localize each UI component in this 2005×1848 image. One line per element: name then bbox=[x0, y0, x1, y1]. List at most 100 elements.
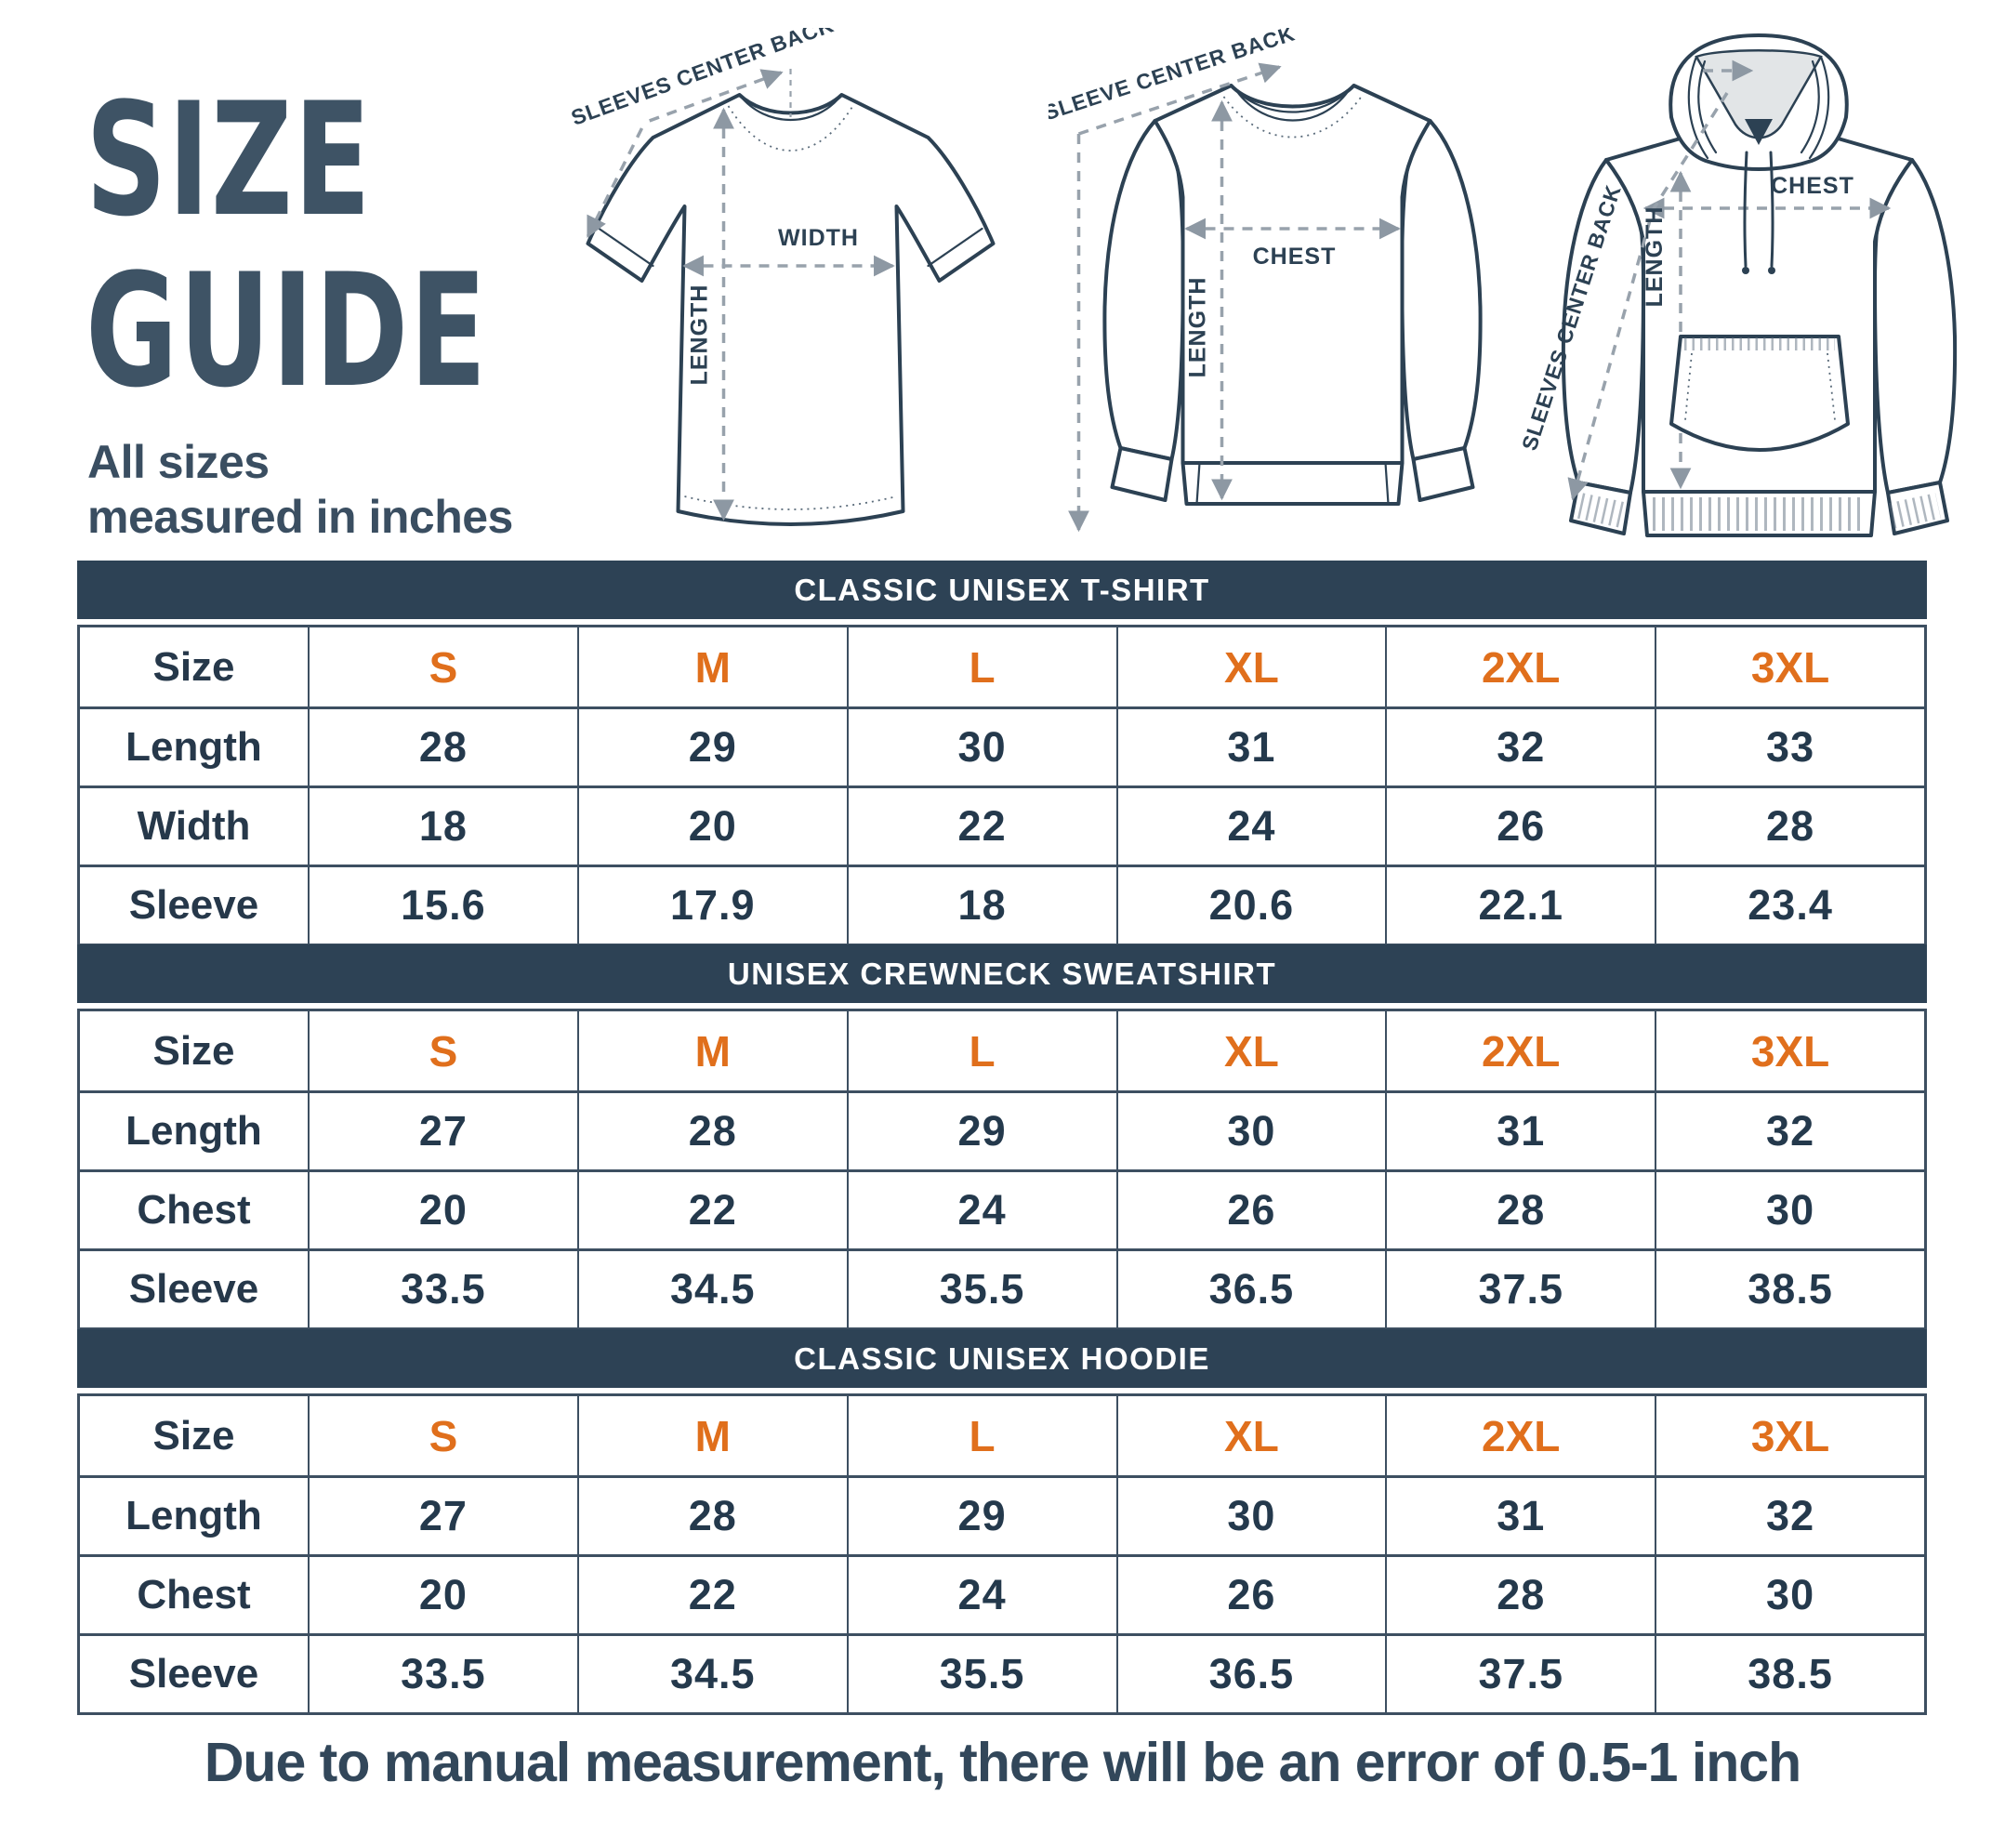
size-cell: 2XL bbox=[1385, 1011, 1655, 1090]
table-title: CLASSIC UNISEX HOODIE bbox=[77, 1329, 1927, 1388]
size-cell: 2XL bbox=[1385, 627, 1655, 706]
hoodie-sleeve-measure-lines bbox=[1567, 59, 1754, 501]
value-cell: 34.5 bbox=[576, 1251, 847, 1327]
value-cell: 36.5 bbox=[1115, 1251, 1386, 1327]
row-label: Length bbox=[125, 1493, 262, 1538]
value-cell: 36.5 bbox=[1115, 1636, 1386, 1712]
table-row-sleeve: Sleeve 33.5 34.5 35.5 36.5 37.5 38.5 bbox=[80, 1633, 1924, 1712]
table-grid: Size S M L XL 2XL 3XL Length 27 28 29 30… bbox=[77, 1393, 1927, 1715]
value-cell: 29 bbox=[576, 709, 847, 785]
row-label: Size bbox=[152, 643, 235, 690]
value-cell: 28 bbox=[1385, 1557, 1655, 1633]
row-label: Size bbox=[152, 1412, 235, 1459]
size-cell: M bbox=[576, 627, 847, 706]
value-cell: 15.6 bbox=[308, 867, 577, 944]
table-row-sleeve: Sleeve 15.6 17.9 18 20.6 22.1 23.4 bbox=[80, 865, 1924, 944]
value-cell: 33.5 bbox=[308, 1636, 577, 1712]
size-cell: 2XL bbox=[1385, 1396, 1655, 1475]
table-row-sleeve: Sleeve 33.5 34.5 35.5 36.5 37.5 38.5 bbox=[80, 1248, 1924, 1327]
size-cell: L bbox=[846, 1396, 1116, 1475]
subtitle-line2: measured in inches bbox=[87, 491, 513, 543]
value-cell: 31 bbox=[1385, 1093, 1655, 1169]
value-cell: 35.5 bbox=[846, 1636, 1116, 1712]
value-cell: 30 bbox=[1655, 1172, 1924, 1248]
table-row-sizes: Size S M L XL 2XL 3XL bbox=[80, 1011, 1924, 1090]
table-row-sizes: Size S M L XL 2XL 3XL bbox=[80, 627, 1924, 706]
value-cell: 17.9 bbox=[576, 867, 847, 944]
table-row-sizes: Size S M L XL 2XL 3XL bbox=[80, 1396, 1924, 1475]
value-cell: 26 bbox=[1115, 1557, 1386, 1633]
value-cell: 31 bbox=[1385, 1478, 1655, 1554]
sweatshirt-chest-label: CHEST bbox=[1253, 244, 1337, 270]
row-label: Chest bbox=[137, 1187, 251, 1233]
value-cell: 28 bbox=[576, 1478, 847, 1554]
size-cell: L bbox=[846, 1011, 1116, 1090]
tshirt-length-label: LENGTH bbox=[687, 284, 713, 386]
value-cell: 26 bbox=[1385, 788, 1655, 865]
value-cell: 22 bbox=[576, 1557, 847, 1633]
value-cell: 35.5 bbox=[846, 1251, 1116, 1327]
value-cell: 32 bbox=[1385, 709, 1655, 785]
value-cell: 28 bbox=[1655, 788, 1924, 865]
tshirt-measure-lines bbox=[586, 69, 895, 521]
size-cell: S bbox=[308, 1011, 577, 1090]
hoodie-hem-and-cuffs bbox=[1576, 490, 1942, 537]
value-cell: 28 bbox=[1385, 1172, 1655, 1248]
size-cell: S bbox=[308, 627, 577, 706]
row-label: Sleeve bbox=[128, 1266, 259, 1312]
page-subtitle: All sizes measured in inches bbox=[87, 435, 513, 545]
page-title-line2: GUIDE bbox=[86, 240, 488, 422]
table-grid: Size S M L XL 2XL 3XL Length 28 29 30 31… bbox=[77, 625, 1927, 946]
value-cell: 30 bbox=[1115, 1093, 1386, 1169]
hoodie-chest-label: CHEST bbox=[1771, 173, 1854, 199]
value-cell: 18 bbox=[308, 788, 577, 865]
size-cell: S bbox=[308, 1396, 577, 1475]
sweatshirt-outline bbox=[1102, 84, 1483, 506]
value-cell: 22.1 bbox=[1385, 867, 1655, 944]
value-cell: 31 bbox=[1115, 709, 1386, 785]
value-cell: 33.5 bbox=[308, 1251, 577, 1327]
value-cell: 24 bbox=[846, 1172, 1116, 1248]
size-cell: XL bbox=[1115, 1396, 1386, 1475]
value-cell: 27 bbox=[308, 1093, 577, 1169]
table-row-width: Width 18 20 22 24 26 28 bbox=[80, 785, 1924, 865]
value-cell: 20 bbox=[576, 788, 847, 865]
row-label: Size bbox=[152, 1027, 235, 1074]
value-cell: 33 bbox=[1655, 709, 1924, 785]
page-title-line1: SIZE bbox=[86, 69, 373, 251]
table-row-length: Length 28 29 30 31 32 33 bbox=[80, 706, 1924, 785]
sweatshirt-measure-lines bbox=[1068, 62, 1401, 533]
size-cell: 3XL bbox=[1655, 1396, 1924, 1475]
size-cell: M bbox=[576, 1011, 847, 1090]
size-cell: 3XL bbox=[1655, 627, 1924, 706]
value-cell: 22 bbox=[846, 788, 1116, 865]
table-grid: Size S M L XL 2XL 3XL Length 27 28 29 30… bbox=[77, 1009, 1927, 1330]
hoodie-size-table: CLASSIC UNISEX HOODIE Size S M L XL 2XL … bbox=[77, 1329, 1927, 1715]
tshirt-width-label: WIDTH bbox=[778, 225, 859, 251]
value-cell: 34.5 bbox=[576, 1636, 847, 1712]
value-cell: 26 bbox=[1115, 1172, 1386, 1248]
sweatshirt-length-label: LENGTH bbox=[1185, 277, 1211, 378]
value-cell: 37.5 bbox=[1385, 1636, 1655, 1712]
table-row-chest: Chest 20 22 24 26 28 30 bbox=[80, 1554, 1924, 1633]
tshirt-illustration: SLEEVES CENTER BACK WIDTH LENGTH bbox=[568, 28, 996, 526]
value-cell: 29 bbox=[846, 1478, 1116, 1554]
value-cell: 22 bbox=[576, 1172, 847, 1248]
value-cell: 38.5 bbox=[1655, 1636, 1924, 1712]
size-cell: 3XL bbox=[1655, 1011, 1924, 1090]
value-cell: 32 bbox=[1655, 1093, 1924, 1169]
value-cell: 32 bbox=[1655, 1478, 1924, 1554]
size-cell: XL bbox=[1115, 1011, 1386, 1090]
measurement-disclaimer: Due to manual measurement, there will be… bbox=[204, 1732, 1801, 1793]
value-cell: 30 bbox=[1655, 1557, 1924, 1633]
row-label: Width bbox=[137, 803, 251, 849]
value-cell: 27 bbox=[308, 1478, 577, 1554]
value-cell: 20 bbox=[308, 1172, 577, 1248]
table-title: CLASSIC UNISEX T-SHIRT bbox=[77, 561, 1927, 619]
sweatshirt-size-table: UNISEX CREWNECK SWEATSHIRT Size S M L XL… bbox=[77, 944, 1927, 1330]
hoodie-illustration: SLEEVES CENTER BACK CHEST LENGTH bbox=[1517, 33, 1958, 537]
table-row-length: Length 27 28 29 30 31 32 bbox=[80, 1475, 1924, 1554]
value-cell: 20.6 bbox=[1115, 867, 1386, 944]
value-cell: 23.4 bbox=[1655, 867, 1924, 944]
sweatshirt-illustration: SLEEVE CENTER BACK CHEST LENGTH bbox=[1049, 28, 1483, 533]
